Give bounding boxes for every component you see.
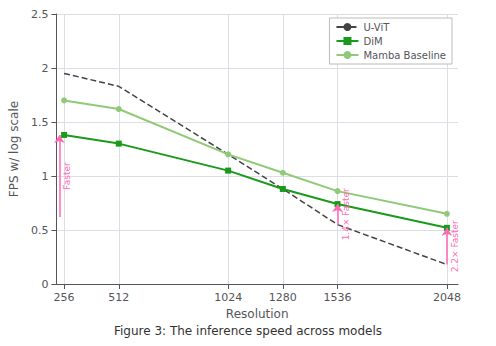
svg-text:Figure 3: The inference speed: Figure 3: The inference speed across mod… (114, 324, 382, 338)
svg-text:1024: 1024 (214, 291, 242, 304)
svg-text:Resolution: Resolution (226, 307, 289, 321)
svg-text:2: 2 (41, 62, 48, 75)
svg-text:0: 0 (41, 278, 48, 291)
svg-text:1.5: 1.5 (31, 116, 49, 129)
svg-text:U-ViT: U-ViT (363, 22, 390, 33)
svg-text:2.5: 2.5 (31, 8, 49, 21)
svg-text:2.2× Faster: 2.2× Faster (450, 220, 460, 272)
svg-text:1536: 1536 (324, 291, 352, 304)
svg-text:0.5: 0.5 (31, 224, 49, 237)
svg-text:Faster: Faster (62, 162, 72, 190)
svg-text:512: 512 (108, 291, 129, 304)
svg-text:DiM: DiM (363, 36, 382, 47)
svg-text:1.4× Faster: 1.4× Faster (341, 188, 351, 240)
svg-text:256: 256 (54, 291, 75, 304)
svg-text:1280: 1280 (269, 291, 297, 304)
svg-text:FPS w/ log scale: FPS w/ log scale (7, 101, 21, 197)
svg-text:Mamba Baseline: Mamba Baseline (363, 50, 446, 61)
svg-text:2048: 2048 (433, 291, 461, 304)
svg-text:1: 1 (41, 170, 48, 183)
